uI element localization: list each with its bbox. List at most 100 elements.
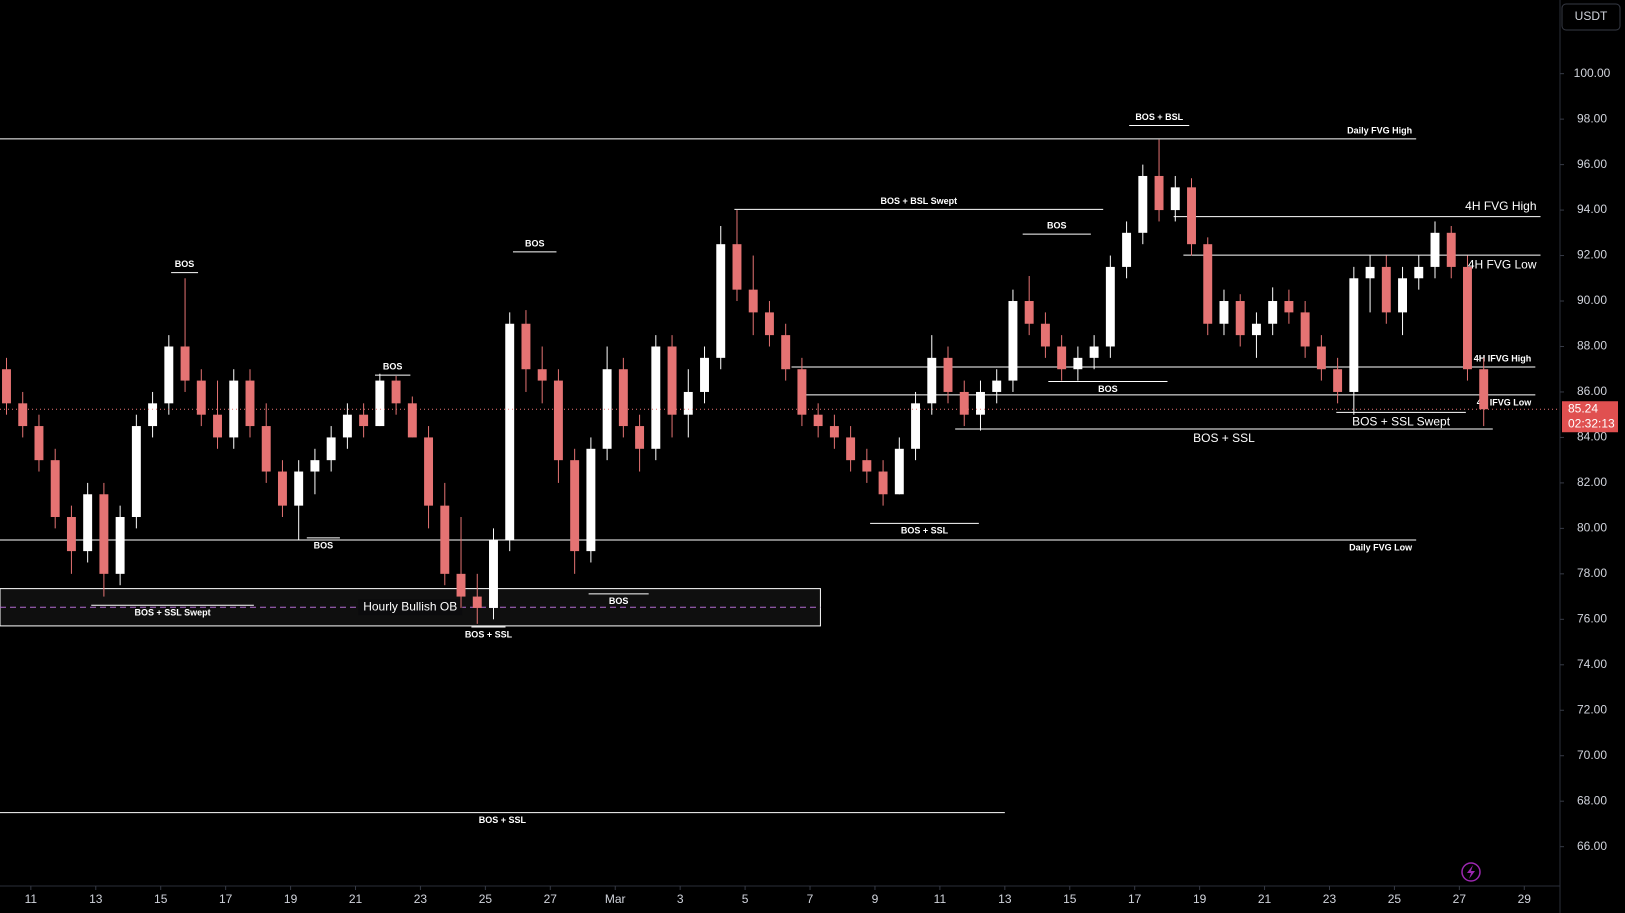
level-label: Daily FVG High xyxy=(1347,125,1412,135)
candle-body xyxy=(1203,244,1213,324)
level-label: BOS xyxy=(383,362,403,372)
candle-body xyxy=(1057,346,1067,370)
candle-body xyxy=(50,460,60,518)
level-label: 4H FVG High xyxy=(1465,199,1536,213)
x-tick-label: 17 xyxy=(1128,892,1142,906)
x-tick-label: 13 xyxy=(998,892,1012,906)
candle-body xyxy=(115,517,125,574)
candle-body xyxy=(992,380,1002,392)
candle-body xyxy=(229,380,239,438)
candle-body xyxy=(456,573,466,597)
x-tick-label: 21 xyxy=(1258,892,1272,906)
x-tick-label: 23 xyxy=(414,892,428,906)
candle-body xyxy=(1349,278,1359,392)
x-tick-label: 25 xyxy=(479,892,493,906)
x-tick-label: 11 xyxy=(25,892,38,906)
candle-body xyxy=(83,494,93,552)
candle-body xyxy=(99,494,109,574)
candle-body xyxy=(1333,369,1343,392)
level-label: BOS + SSL xyxy=(901,526,949,536)
x-tick-label: 21 xyxy=(349,892,363,906)
candle-body xyxy=(131,426,141,518)
candle-body xyxy=(813,414,823,427)
candle-body xyxy=(1381,266,1391,313)
y-tick-label: 76.00 xyxy=(1577,611,1607,625)
level-label: 4H FVG Low xyxy=(1468,257,1537,271)
x-tick-label: Mar xyxy=(605,892,626,906)
x-tick-label: 17 xyxy=(219,892,233,906)
level-label: BOS xyxy=(314,540,334,550)
level-label: BOS + BSL xyxy=(1135,112,1183,122)
candle-body xyxy=(1154,175,1164,211)
currency-button[interactable] xyxy=(1561,3,1621,31)
x-tick-label: 11 xyxy=(934,892,947,906)
candle-body xyxy=(700,357,709,392)
candle-body xyxy=(1089,346,1099,358)
candle-body xyxy=(1430,232,1440,267)
level-label: 4h IFVG Low xyxy=(1477,397,1533,407)
candle-body xyxy=(213,414,222,438)
y-tick-label: 66.00 xyxy=(1577,839,1607,853)
candle-body xyxy=(359,414,369,427)
candle-body xyxy=(1073,357,1083,370)
candle-body xyxy=(1219,301,1229,324)
candle-body xyxy=(1398,278,1408,313)
candle-body xyxy=(424,437,434,506)
y-tick-label: 98.00 xyxy=(1577,111,1607,125)
candle-body xyxy=(748,289,758,313)
candle-body xyxy=(943,357,953,392)
candle-body xyxy=(846,437,856,461)
candle-body xyxy=(1479,369,1489,410)
candle-body xyxy=(440,505,450,574)
candle-body xyxy=(959,391,969,415)
candle-body xyxy=(196,380,206,415)
candle-body xyxy=(1365,266,1375,279)
candle-body xyxy=(294,471,304,506)
candle-body xyxy=(602,369,612,449)
lightning-glyph xyxy=(1467,865,1475,879)
x-tick-label: 27 xyxy=(1453,892,1467,906)
y-tick-label: 86.00 xyxy=(1577,384,1607,398)
level-label: BOS + BSL Swept xyxy=(880,196,957,206)
x-tick-label: 3 xyxy=(677,892,684,906)
x-tick-label: 29 xyxy=(1518,892,1532,906)
level-label: BOS xyxy=(175,259,195,269)
candle-body xyxy=(1251,323,1261,336)
candle-body xyxy=(148,403,158,427)
candle-body xyxy=(651,346,661,449)
level-label: Daily FVG Low xyxy=(1349,542,1413,552)
candle-body xyxy=(261,426,271,472)
candle-body xyxy=(1138,175,1148,233)
lightning-icon[interactable] xyxy=(1461,862,1481,882)
candle-body xyxy=(1316,346,1326,370)
last-price-box xyxy=(1562,401,1618,433)
x-tick-label: 19 xyxy=(284,892,298,906)
y-tick-label: 74.00 xyxy=(1577,657,1607,671)
candle-body xyxy=(180,346,190,381)
candle-body xyxy=(1008,301,1018,381)
candle-body xyxy=(927,357,937,404)
candle-body xyxy=(683,391,693,415)
candle-body xyxy=(667,346,677,415)
level-label: BOS xyxy=(525,238,545,248)
x-tick-label: 27 xyxy=(544,892,558,906)
candle-body xyxy=(553,380,563,461)
candle-body xyxy=(894,448,904,495)
candle-body xyxy=(375,380,385,427)
candle-body xyxy=(1446,232,1456,267)
level-label: BOS + SSL xyxy=(479,815,527,825)
candle-body xyxy=(521,323,531,370)
candle-body xyxy=(764,312,774,336)
y-tick-label: 80.00 xyxy=(1577,521,1607,535)
currency-label: USDT xyxy=(1575,9,1608,23)
y-tick-label: 82.00 xyxy=(1577,475,1607,489)
y-tick-label: 88.00 xyxy=(1577,339,1607,353)
level-label: BOS + SSL xyxy=(1193,431,1255,445)
candle-body xyxy=(164,346,174,404)
candle-body xyxy=(1105,266,1115,347)
y-tick-label: 90.00 xyxy=(1577,293,1607,307)
y-tick-label: 92.00 xyxy=(1577,248,1607,262)
x-tick-label: 13 xyxy=(89,892,103,906)
